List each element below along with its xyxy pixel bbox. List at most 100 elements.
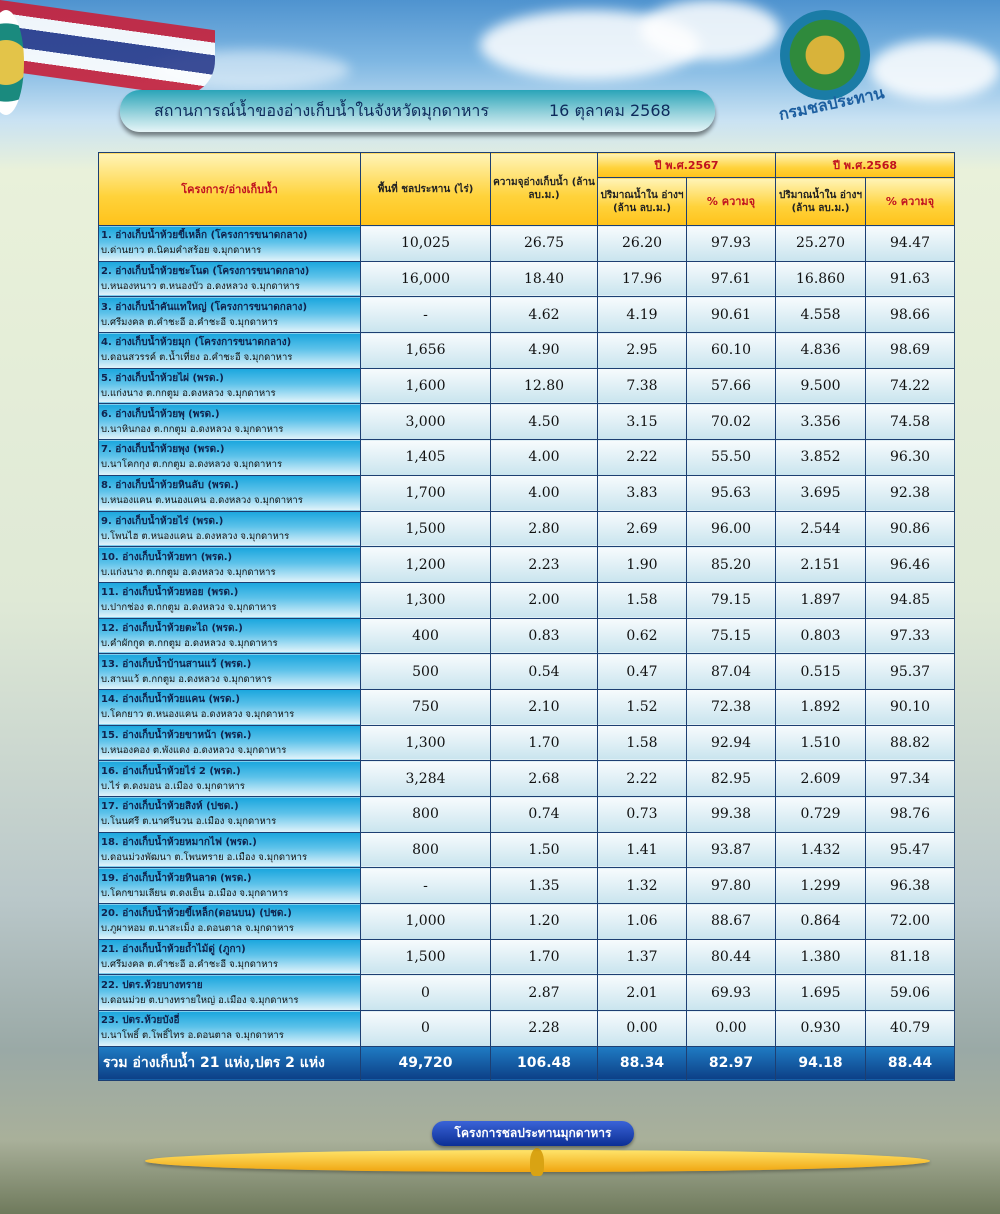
reservoir-table: โครงการ/อ่างเก็บน้ำ พื้นที่ ชลประหาน (ไร… <box>98 152 955 1081</box>
reservoir-location: บ.หนองหนาว ต.หนองบัว อ.ดงหลวง จ.มุกดาหาร <box>101 281 300 293</box>
area-cell: 16,000 <box>360 260 491 298</box>
volume-2567-cell: 2.01 <box>597 974 687 1012</box>
capacity-cell: 0.83 <box>490 617 598 655</box>
reservoir-location: บ.สานแว้ ต.กกตูม อ.ดงหลวง จ.มุกดาหาร <box>101 673 272 685</box>
volume-2568-cell: 0.930 <box>775 1010 866 1047</box>
volume-2567-cell: 1.52 <box>597 688 687 726</box>
percent-2568-cell: 81.18 <box>865 938 955 976</box>
reservoir-name-cell: 4. อ่างเก็บน้ำห้วยมุก (โครงการขนาดกลาง) บ… <box>98 332 361 369</box>
volume-2567-cell: 1.37 <box>597 938 687 976</box>
volume-2567-cell: 2.95 <box>597 332 687 369</box>
capacity-cell: 18.40 <box>490 260 598 298</box>
capacity-cell: 0.54 <box>490 653 598 690</box>
table-row: 5. อ่างเก็บน้ำห้วยไผ่ (พรด.) บ.แก่งนาง ต.… <box>98 367 955 405</box>
table-row: 23. ปตร.ห้วยบังอี่ บ.นาโพธิ์ ต.โพธิ์ไทร อ… <box>98 1010 955 1047</box>
percent-2568-cell: 40.79 <box>865 1010 955 1047</box>
volume-2567-cell: 26.20 <box>597 225 687 262</box>
volume-2568-cell: 3.852 <box>775 439 866 476</box>
reservoir-name-cell: 20. อ่างเก็บน้ำห้วยขี้เหล็ก(ดอนบน) (ปชด.… <box>98 903 361 940</box>
reservoir-name: 17. อ่างเก็บน้ำห้วยสิงห์ (ปชด.) <box>101 801 239 813</box>
table-row: 14. อ่างเก็บน้ำห้วยแคน (พรด.) บ.โคกยาว ต.… <box>98 688 955 726</box>
cloud <box>640 0 780 60</box>
total-capacity-cell: 106.48 <box>490 1045 598 1081</box>
volume-2567-cell: 17.96 <box>597 260 687 298</box>
capacity-cell: 12.80 <box>490 367 598 405</box>
percent-2568-cell: 74.58 <box>865 403 955 441</box>
table-row: 19. อ่างเก็บน้ำห้วยหินลาด (พรด.) บ.โคกขาม… <box>98 867 955 905</box>
reservoir-location: บ.นาโพธิ์ ต.โพธิ์ไทร อ.ดอนตาล จ.มุกดาหาร <box>101 1030 284 1042</box>
volume-2567-cell: 1.58 <box>597 581 687 619</box>
volume-2568-cell: 1.432 <box>775 831 866 869</box>
reservoir-name: 16. อ่างเก็บน้ำห้วยไร่ 2 (พรด.) <box>101 765 241 777</box>
reservoir-location: บ.ด่านยาว ต.นิคมคำสร้อย จ.มุกดาหาร <box>101 245 262 257</box>
volume-2568-cell: 1.510 <box>775 724 866 762</box>
percent-2568-cell: 90.10 <box>865 688 955 726</box>
reservoir-location: บ.ดอนม่วงพัฒนา ต.โพนทราย อ.เมือง จ.มุกดา… <box>101 852 308 864</box>
reservoir-location: บ.แก่งนาง ต.กกตูม อ.ดงหลวง จ.มุกดาหาร <box>101 566 276 578</box>
percent-2567-cell: 97.61 <box>686 260 776 298</box>
volume-2567-cell: 3.15 <box>597 403 687 441</box>
capacity-cell: 1.70 <box>490 938 598 976</box>
reservoir-location: บ.โพนไฮ ต.หนองแคน อ.ดงหลวง จ.มุกดาหาร <box>101 530 290 542</box>
capacity-cell: 2.23 <box>490 546 598 583</box>
reservoir-name: 2. อ่างเก็บน้ำห้วยชะโนด (โครงการขนาดกลาง… <box>101 266 310 278</box>
reservoir-name: 11. อ่างเก็บน้ำห้วยหอย (พรด.) <box>101 587 239 599</box>
reservoir-name-cell: 10. อ่างเก็บน้ำห้วยทา (พรด.) บ.แก่งนาง ต.… <box>98 546 361 583</box>
percent-2567-cell: 97.93 <box>686 225 776 262</box>
percent-2567-cell: 69.93 <box>686 974 776 1012</box>
percent-2568-cell: 92.38 <box>865 474 955 512</box>
volume-2568-cell: 1.892 <box>775 688 866 726</box>
reservoir-name: 13. อ่างเก็บน้ำบ้านสานแว้ (พรด.) <box>101 658 252 670</box>
percent-2568-cell: 98.66 <box>865 296 955 334</box>
area-cell: 0 <box>360 974 491 1012</box>
area-cell: 500 <box>360 653 491 690</box>
table-row: 22. ปตร.ห้วยบางทราย บ.ดอนม่วย ต.บางทรายให… <box>98 974 955 1012</box>
total-percent-2567-cell: 82.97 <box>686 1045 776 1081</box>
volume-2568-cell: 16.860 <box>775 260 866 298</box>
percent-2568-cell: 59.06 <box>865 974 955 1012</box>
volume-2567-cell: 7.38 <box>597 367 687 405</box>
table-row: 17. อ่างเก็บน้ำห้วยสิงห์ (ปชด.) บ.โนนศรี … <box>98 796 955 833</box>
reservoir-name: 19. อ่างเก็บน้ำห้วยหินลาด (พรด.) <box>101 872 252 884</box>
table-row: 21. อ่างเก็บน้ำห้วยถ้ำไม้ดู่ (ภูกา) บ.ศรี… <box>98 938 955 976</box>
reservoir-name-cell: 9. อ่างเก็บน้ำห้วยไร่ (พรด.) บ.โพนไฮ ต.หน… <box>98 510 361 548</box>
reservoir-name-cell: 15. อ่างเก็บน้ำห้วยขาหน้า (พรด.) บ.หนองคอ… <box>98 724 361 762</box>
reservoir-name: 20. อ่างเก็บน้ำห้วยขี้เหล็ก(ดอนบน) (ปชด.… <box>101 908 292 920</box>
reservoir-location: บ.ปากช่อง ต.กกตูม อ.ดงหลวง จ.มุกดาหาร <box>101 602 277 614</box>
header-volume-2568: ปริมาณน้ำใน อ่างฯ (ล้าน ลบ.ม.) <box>775 177 866 226</box>
area-cell: 1,200 <box>360 546 491 583</box>
reservoir-name: 7. อ่างเก็บน้ำห้วยพุง (พรด.) <box>101 444 225 456</box>
table-row: 8. อ่างเก็บน้ำห้วยหินลับ (พรด.) บ.หนองแคน… <box>98 474 955 512</box>
reservoir-name: 1. อ่างเก็บน้ำห้วยขี้เหล็ก (โครงการขนาดก… <box>101 230 308 242</box>
reservoir-name-cell: 13. อ่างเก็บน้ำบ้านสานแว้ (พรด.) บ.สานแว้… <box>98 653 361 690</box>
ornament-center-icon <box>530 1148 544 1176</box>
reservoir-location: บ.ศรีมงคล ต.คำชะอี อ.คำชะอี จ.มุกดาหาร <box>101 959 278 971</box>
volume-2568-cell: 0.515 <box>775 653 866 690</box>
percent-2568-cell: 96.38 <box>865 867 955 905</box>
header-year-2568: ปี พ.ศ.2568 <box>775 152 955 178</box>
percent-2568-cell: 72.00 <box>865 903 955 940</box>
percent-2568-cell: 94.47 <box>865 225 955 262</box>
volume-2568-cell: 9.500 <box>775 367 866 405</box>
volume-2567-cell: 2.22 <box>597 439 687 476</box>
cloud <box>870 40 1000 100</box>
percent-2567-cell: 75.15 <box>686 617 776 655</box>
table-row: 16. อ่างเก็บน้ำห้วยไร่ 2 (พรด.) บ.ไร่ ต.ด… <box>98 760 955 797</box>
reservoir-name-cell: 21. อ่างเก็บน้ำห้วยถ้ำไม้ดู่ (ภูกา) บ.ศรี… <box>98 938 361 976</box>
capacity-cell: 4.62 <box>490 296 598 334</box>
reservoir-name-cell: 3. อ่างเก็บน้ำคันแทใหญ่ (โครงการขนาดกลาง… <box>98 296 361 334</box>
thai-flag-image <box>0 0 215 101</box>
area-cell: 1,600 <box>360 367 491 405</box>
table-row: 18. อ่างเก็บน้ำห้วยหมากไฟ (พรด.) บ.ดอนม่ว… <box>98 831 955 869</box>
reservoir-name: 6. อ่างเก็บน้ำห้วยพุ (พรด.) <box>101 408 220 420</box>
percent-2568-cell: 94.85 <box>865 581 955 619</box>
area-cell: 800 <box>360 831 491 869</box>
capacity-cell: 4.50 <box>490 403 598 441</box>
volume-2567-cell: 1.58 <box>597 724 687 762</box>
capacity-cell: 1.50 <box>490 831 598 869</box>
area-cell: 0 <box>360 1010 491 1047</box>
percent-2567-cell: 57.66 <box>686 367 776 405</box>
reservoir-name-cell: 11. อ่างเก็บน้ำห้วยหอย (พรด.) บ.ปากช่อง ต… <box>98 581 361 619</box>
reservoir-location: บ.หนองคอง ต.พังแดง อ.ดงหลวง จ.มุกดาหาร <box>101 744 287 756</box>
reservoir-name: 3. อ่างเก็บน้ำคันแทใหญ่ (โครงการขนาดกลาง… <box>101 301 308 313</box>
